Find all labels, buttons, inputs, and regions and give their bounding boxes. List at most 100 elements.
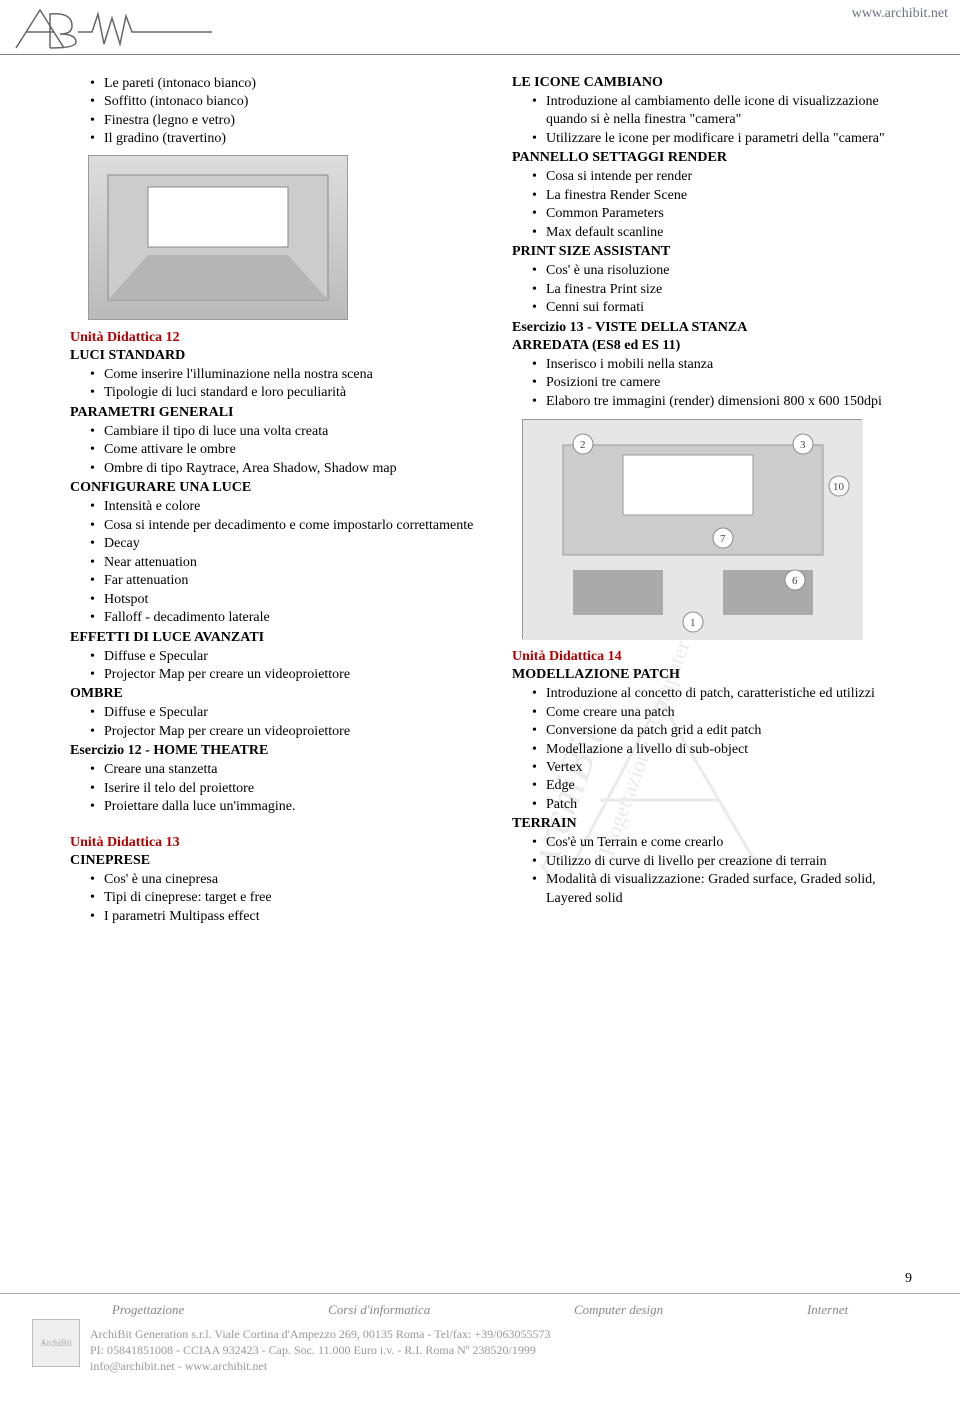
page-footer: Progettazione Corsi d'informatica Comput…	[0, 1293, 960, 1403]
page-number: 9	[905, 1271, 912, 1287]
u12-list-b: Cambiare il tipo di luce una volta creat…	[70, 423, 478, 478]
unit-14-title: Unità Didattica 14	[512, 649, 920, 665]
header-url: www.archibit.net	[852, 4, 948, 22]
list-item: Max default scanline	[532, 224, 920, 242]
list-item: Ombre di tipo Raytrace, Area Shadow, Sha…	[90, 460, 478, 478]
r4-heading-2: ARREDATA (ES8 ed ES 11)	[512, 338, 920, 354]
list-item: Far attenuation	[90, 572, 478, 590]
svg-text:6: 6	[792, 575, 798, 587]
u12-heading-e: OMBRE	[70, 686, 478, 702]
list-item: Cos' è una cinepresa	[90, 871, 478, 889]
svg-text:10: 10	[833, 481, 845, 493]
list-item: Introduzione al cambiamento delle icone …	[532, 93, 920, 130]
left-column: Le pareti (intonaco bianco) Soffitto (in…	[70, 73, 478, 928]
u13-list-a: Cos' è una cinepresa Tipi di cineprese: …	[70, 871, 478, 926]
list-item: Hotspot	[90, 591, 478, 609]
footer-line-1: ArchiBit Generation s.r.l. Viale Cortina…	[90, 1326, 920, 1342]
list-item: Come creare una patch	[532, 704, 920, 722]
list-item: Near attenuation	[90, 554, 478, 572]
u14-list-a: Introduzione al concetto di patch, carat…	[512, 685, 920, 814]
r2-heading: PANNELLO SETTAGGI RENDER	[512, 150, 920, 166]
u12-list-e: Diffuse e Specular Projector Map per cre…	[70, 704, 478, 741]
list-item: Soffitto (intonaco bianco)	[90, 93, 478, 111]
footer-categories: Progettazione Corsi d'informatica Comput…	[0, 1294, 960, 1322]
list-item: Tipi di cineprese: target e free	[90, 889, 478, 907]
svg-text:3: 3	[800, 439, 806, 451]
list-item: Iserire il telo del proiettore	[90, 780, 478, 798]
u12-heading-b: PARAMETRI GENERALI	[70, 405, 478, 421]
u14-list-b: Cos'è un Terrain e come crearlo Utilizzo…	[512, 834, 920, 908]
list-item: Falloff - decadimento laterale	[90, 609, 478, 627]
intro-list: Le pareti (intonaco bianco) Soffitto (in…	[70, 75, 478, 149]
abm-logo	[12, 4, 212, 52]
list-item: Come inserire l'illuminazione nella nost…	[90, 366, 478, 384]
list-item: Creare una stanzetta	[90, 761, 478, 779]
room-sketch-icon	[98, 165, 338, 310]
list-item: Cenni sui formati	[532, 299, 920, 317]
list-item: Finestra (legno e vetro)	[90, 112, 478, 130]
list-item: Vertex	[532, 759, 920, 777]
footer-cat: Progettazione	[112, 1302, 184, 1318]
u14-heading-b: TERRAIN	[512, 816, 920, 832]
r3-list: Cos' è una risoluzione La finestra Print…	[512, 262, 920, 317]
list-item: Intensità e colore	[90, 498, 478, 516]
u12-heading-f: Esercizio 12 - HOME THEATRE	[70, 743, 478, 759]
footer-cat: Internet	[807, 1302, 848, 1318]
svg-text:2: 2	[580, 439, 586, 451]
list-item: Tipologie di luci standard e loro peculi…	[90, 384, 478, 402]
list-item: Cosa si intende per render	[532, 168, 920, 186]
list-item: Proiettare dalla luce un'immagine.	[90, 798, 478, 816]
footer-line-2: PI: 05841851008 - CCIAA 932423 - Cap. So…	[90, 1342, 920, 1358]
list-item: Utilizzare le icone per modificare i par…	[532, 130, 920, 148]
list-item: Modellazione a livello di sub-object	[532, 741, 920, 759]
u12-list-a: Come inserire l'illuminazione nella nost…	[70, 366, 478, 403]
list-item: Come attivare le ombre	[90, 441, 478, 459]
u12-heading-d: EFFETTI DI LUCE AVANZATI	[70, 630, 478, 646]
unit-13-title: Unità Didattica 13	[70, 835, 478, 851]
list-item: Introduzione al concetto di patch, carat…	[532, 685, 920, 703]
svg-text:1: 1	[690, 617, 696, 629]
list-item: Diffuse e Specular	[90, 648, 478, 666]
list-item: La finestra Print size	[532, 281, 920, 299]
r1-list: Introduzione al cambiamento delle icone …	[512, 93, 920, 148]
list-item: Il gradino (travertino)	[90, 130, 478, 148]
u12-heading-c: CONFIGURARE UNA LUCE	[70, 480, 478, 496]
r2-list: Cosa si intende per render La finestra R…	[512, 168, 920, 242]
list-item: Cambiare il tipo di luce una volta creat…	[90, 423, 478, 441]
list-item: Cos' è una risoluzione	[532, 262, 920, 280]
r3-heading: PRINT SIZE ASSISTANT	[512, 244, 920, 260]
u12-list-f: Creare una stanzetta Iserire il telo del…	[70, 761, 478, 816]
room-image-placeholder	[88, 155, 348, 320]
r4-heading-1: Esercizio 13 - VISTE DELLA STANZA	[512, 320, 920, 336]
footer-cat: Computer design	[574, 1302, 663, 1318]
page-header: www.archibit.net	[0, 0, 960, 55]
list-item: La finestra Render Scene	[532, 187, 920, 205]
list-item: Cos'è un Terrain e come crearlo	[532, 834, 920, 852]
unit-14-subtitle: MODELLAZIONE PATCH	[512, 667, 920, 683]
list-item: Conversione da patch grid a edit patch	[532, 722, 920, 740]
list-item: Projector Map per creare un videoproiett…	[90, 723, 478, 741]
svg-text:7: 7	[720, 533, 726, 545]
unit-13-subtitle: CINEPRESE	[70, 853, 478, 869]
footer-cat: Corsi d'informatica	[328, 1302, 430, 1318]
furnished-room-image-placeholder: 2 3 10 7 6 1	[522, 419, 862, 639]
footer-address: ArchiBit Generation s.r.l. Viale Cortina…	[0, 1322, 960, 1375]
u12-list-d: Diffuse e Specular Projector Map per cre…	[70, 648, 478, 685]
list-item: Utilizzo di curve di livello per creazio…	[532, 853, 920, 871]
unit-12-title: Unità Didattica 12	[70, 330, 478, 346]
list-item: Edge	[532, 777, 920, 795]
list-item: Elaboro tre immagini (render) dimensioni…	[532, 393, 920, 411]
list-item: Le pareti (intonaco bianco)	[90, 75, 478, 93]
page-content: Le pareti (intonaco bianco) Soffitto (in…	[0, 55, 960, 928]
list-item: Common Parameters	[532, 205, 920, 223]
list-item: Modalità di visualizzazione: Graded surf…	[532, 871, 920, 908]
u12-list-c: Intensità e colore Cosa si intende per d…	[70, 498, 478, 627]
unit-12-subtitle: LUCI STANDARD	[70, 348, 478, 364]
right-column: LE ICONE CAMBIANO Introduzione al cambia…	[512, 73, 920, 928]
r1-heading: LE ICONE CAMBIANO	[512, 75, 920, 91]
list-item: I parametri Multipass effect	[90, 908, 478, 926]
list-item: Cosa si intende per decadimento e come i…	[90, 517, 478, 535]
footer-line-3: info@archibit.net - www.archibit.net	[90, 1358, 920, 1374]
list-item: Diffuse e Specular	[90, 704, 478, 722]
list-item: Posizioni tre camere	[532, 374, 920, 392]
